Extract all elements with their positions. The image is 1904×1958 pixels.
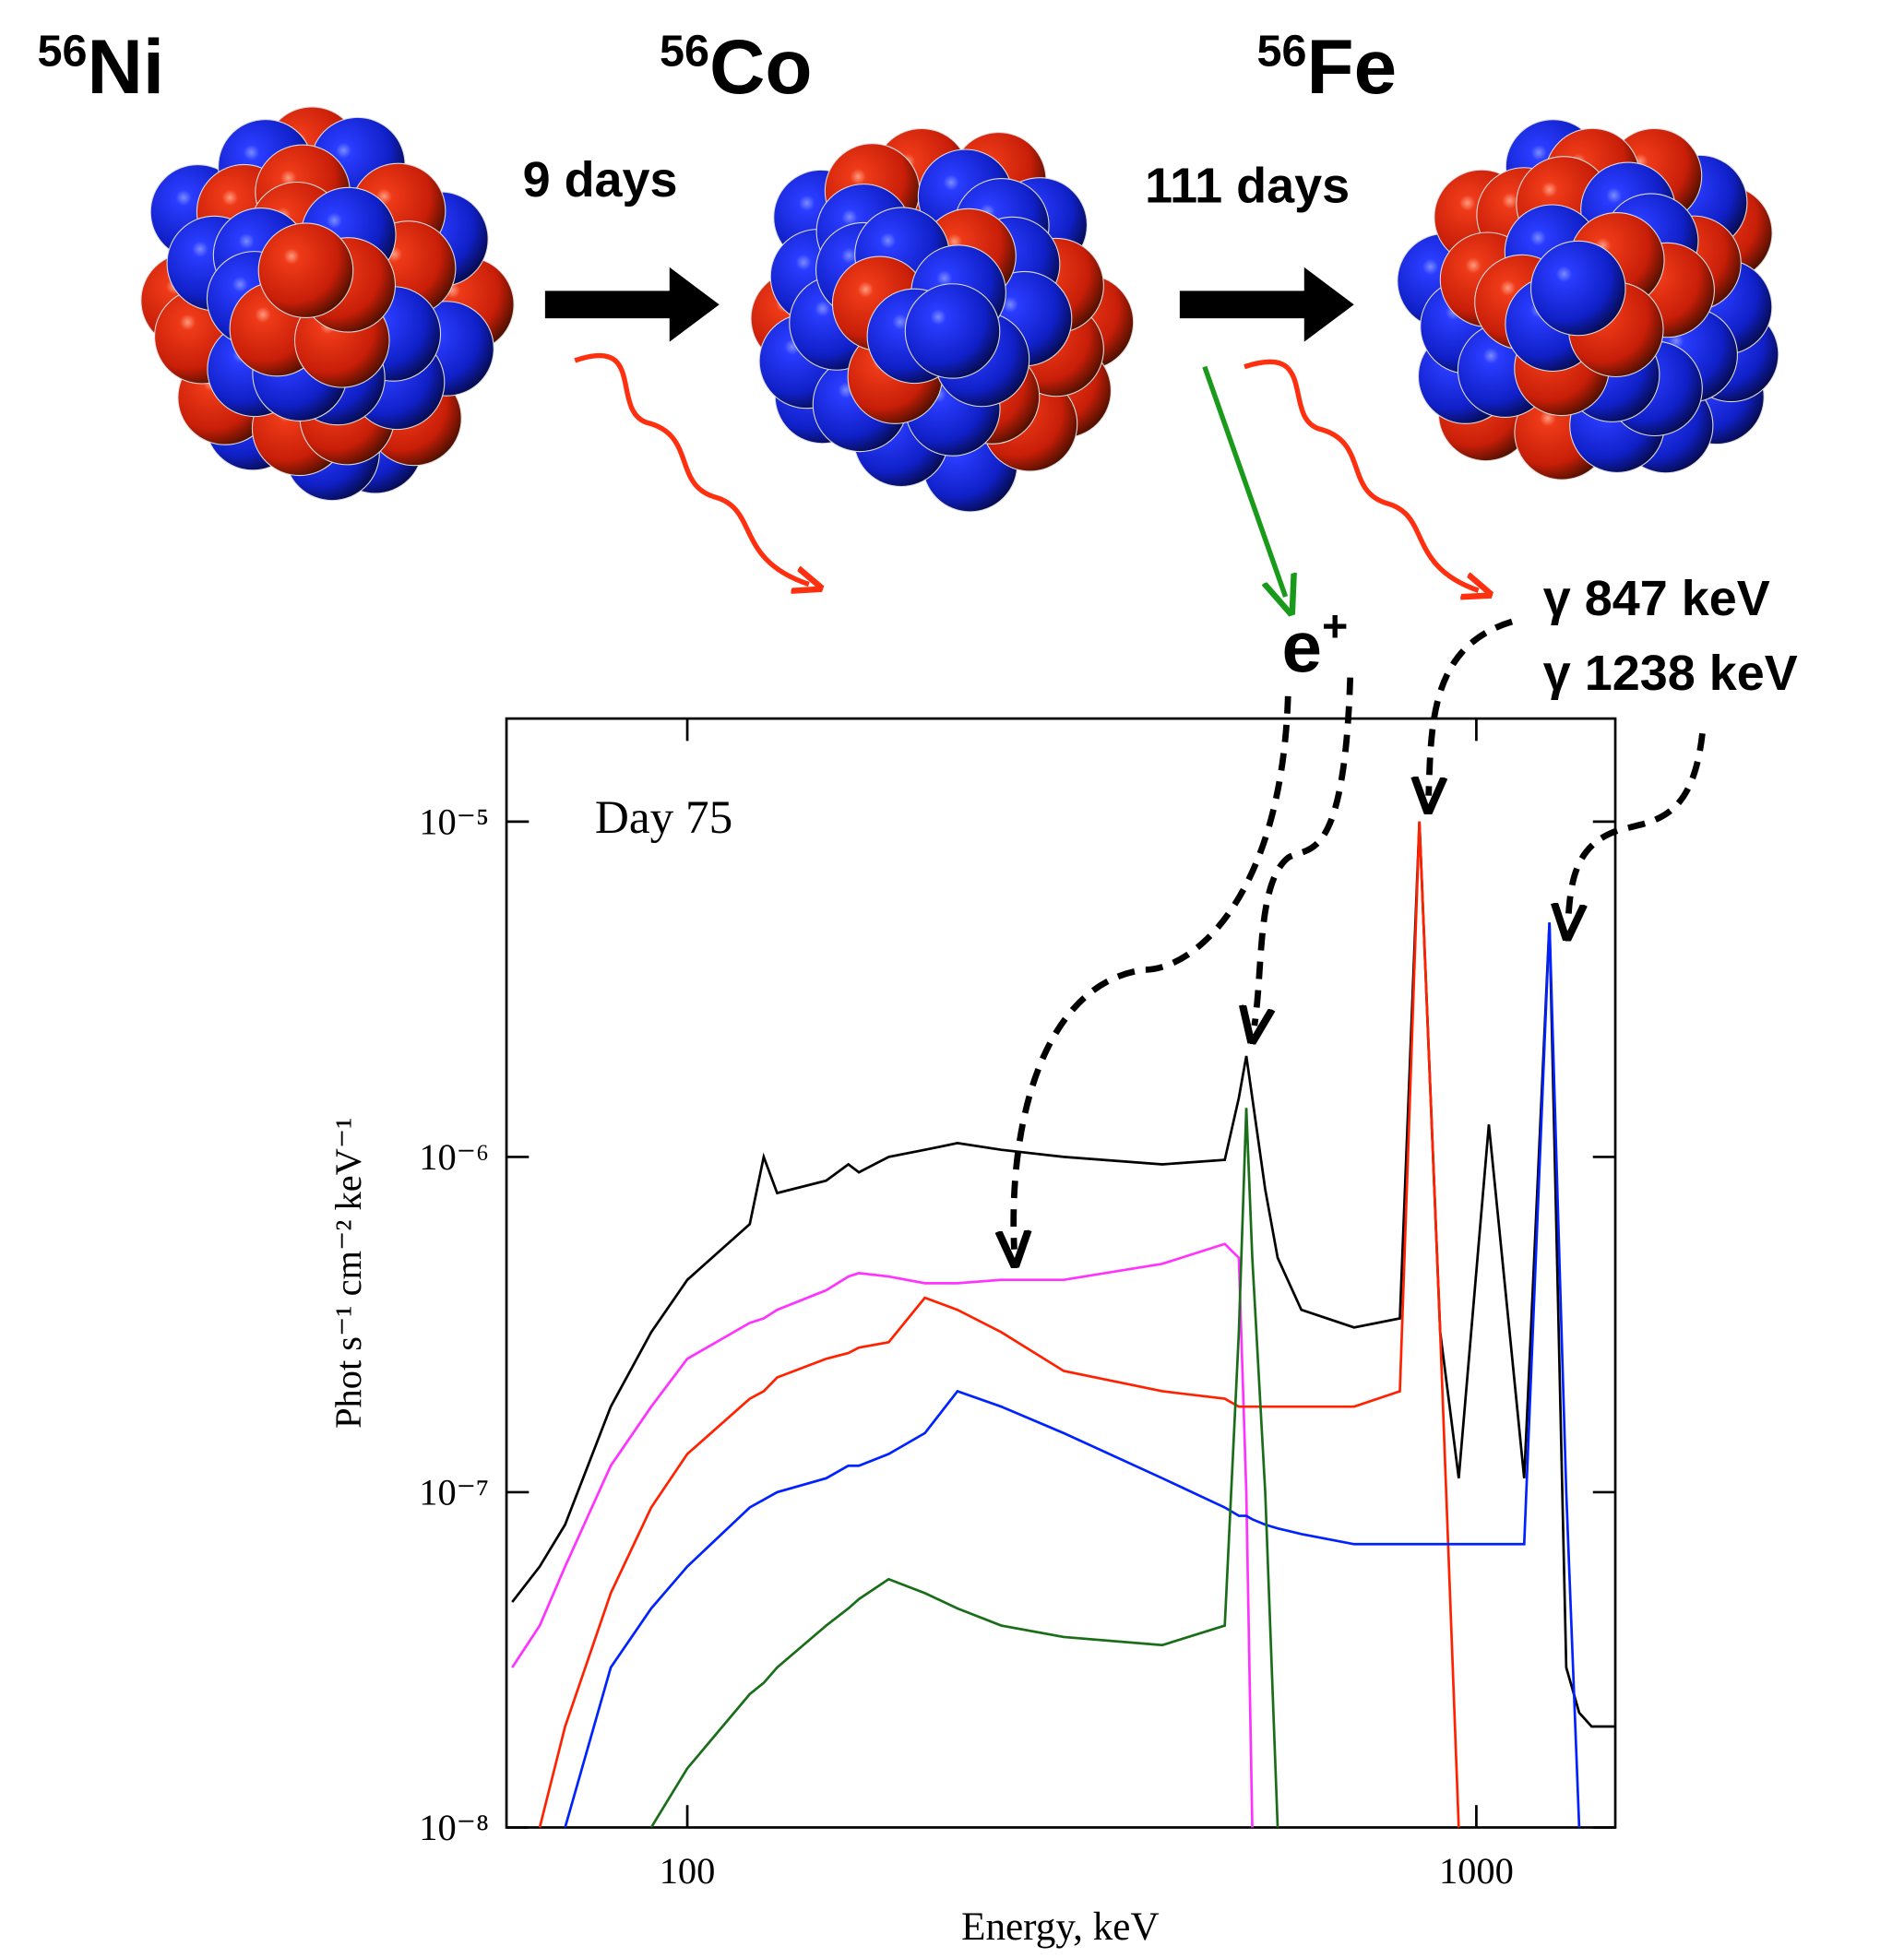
spectrum-line bbox=[511, 821, 1616, 1728]
decay-arrow-head bbox=[669, 267, 720, 342]
y-tick-label: 10⁻⁸ bbox=[419, 1807, 489, 1848]
half-life: 9 days bbox=[523, 152, 678, 208]
nucleus-label: 56Co bbox=[660, 23, 812, 110]
half-life: 111 days bbox=[1145, 159, 1350, 214]
x-tick-label: 1000 bbox=[1439, 1850, 1514, 1892]
gamma-wave bbox=[1244, 359, 1479, 590]
annotation: Day 75 bbox=[595, 791, 732, 844]
decay-arrow-head bbox=[1303, 267, 1354, 342]
spectrum-line bbox=[564, 922, 1581, 1828]
annotation-arrow bbox=[1429, 618, 1514, 796]
spectrum-line bbox=[538, 821, 1460, 1828]
y-tick-label: 10⁻⁷ bbox=[419, 1471, 489, 1513]
plot-frame bbox=[505, 717, 1617, 1829]
gamma-wave bbox=[574, 352, 809, 584]
plot-lines bbox=[511, 821, 1616, 1828]
spectrum-line bbox=[511, 1242, 1254, 1828]
y-tick-label: 10⁻⁵ bbox=[419, 801, 489, 842]
nucleon bbox=[904, 283, 1001, 379]
nucleus-label: 56Ni bbox=[37, 23, 164, 110]
x-axis-label: Energy, keV bbox=[961, 1905, 1160, 1949]
nucleon bbox=[1529, 240, 1626, 337]
annotation-arrow bbox=[1255, 677, 1354, 1026]
y-axis-label: Phot s⁻¹ cm⁻² keV⁻¹ bbox=[327, 1118, 369, 1429]
annotation-arrow bbox=[1568, 732, 1706, 922]
nuclei bbox=[140, 106, 1779, 513]
positron-arrow bbox=[1202, 365, 1286, 597]
positron-label: e+ bbox=[1281, 602, 1348, 687]
spectrum-line bbox=[649, 1108, 1279, 1828]
nucleon bbox=[257, 222, 354, 318]
y-tick-label: 10⁻⁶ bbox=[419, 1136, 489, 1178]
nucleus-label: 56Fe bbox=[1257, 23, 1398, 110]
annotation-arrow bbox=[1014, 695, 1291, 1250]
gamma-label: γ 1238 keV bbox=[1543, 646, 1798, 701]
gamma-label: γ 847 keV bbox=[1543, 571, 1770, 626]
x-tick-label: 100 bbox=[660, 1850, 716, 1892]
